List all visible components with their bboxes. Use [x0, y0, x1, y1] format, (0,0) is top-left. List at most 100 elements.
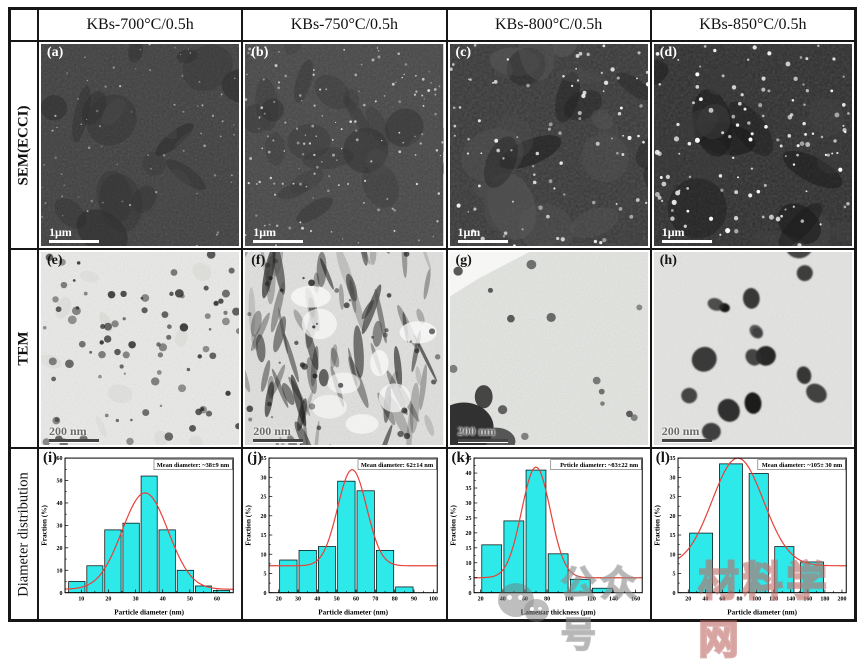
svg-text:50: 50: [57, 479, 63, 485]
svg-text:70: 70: [373, 596, 379, 602]
svg-text:100: 100: [429, 596, 438, 602]
svg-text:40: 40: [57, 501, 63, 507]
sem-panel-a: (a) 1μm: [39, 42, 242, 248]
svg-text:5: 5: [672, 572, 675, 578]
svg-text:20: 20: [477, 596, 483, 602]
svg-text:10: 10: [669, 552, 675, 558]
tem-panel-e: (e) 200 nm: [39, 250, 242, 447]
svg-text:Fraction (%): Fraction (%): [449, 505, 457, 546]
panel-label-c: (c): [455, 45, 472, 60]
scale-bar-g: 200 nm: [457, 425, 508, 442]
figure-root: KBs-700°C/0.5h KBs-750°C/0.5h KBs-800°C/…: [8, 7, 857, 622]
scale-bar-line: [253, 439, 304, 442]
histogram-chart-i: 10 20 30 40 50 60 0 10 20 30 40 50 60 Particle diamet…: [41, 456, 234, 616]
svg-text:80: 80: [544, 596, 550, 602]
svg-text:100: 100: [564, 596, 573, 602]
svg-text:50: 50: [334, 596, 340, 602]
column-header-label: KBs-850°C/0.5h: [699, 16, 807, 33]
svg-text:0: 0: [60, 591, 63, 597]
scale-bar-a: 1μm: [49, 226, 99, 243]
scale-bar-line: [49, 240, 99, 243]
scale-bar-d: 1μm: [661, 226, 712, 243]
svg-text:120: 120: [769, 596, 778, 602]
svg-text:15: 15: [465, 546, 471, 552]
svg-text:20: 20: [669, 514, 675, 520]
sem-panel-c: (c) 1μm: [447, 42, 650, 248]
sem-panel-d: (d) 1μm: [651, 42, 854, 248]
panel-label-i: (i): [43, 450, 58, 466]
tem-panel-f: (f) 200 nm: [243, 250, 446, 447]
svg-text:40: 40: [702, 596, 708, 602]
svg-text:30: 30: [261, 475, 267, 481]
chart-panel-i: (i) 10 20 30 40 50 60 0 10 20 30 40 50 60 Particle di…: [39, 449, 242, 619]
svg-text:120: 120: [586, 596, 595, 602]
svg-text:15: 15: [261, 533, 267, 539]
tem-micrograph-g: [449, 252, 648, 445]
svg-text:30: 30: [669, 475, 675, 481]
svg-text:0: 0: [264, 591, 267, 597]
svg-text:60: 60: [353, 596, 359, 602]
scale-bar-h: 200 nm: [661, 425, 712, 442]
panel-label-g: (g): [455, 253, 472, 268]
scale-bar-c: 1μm: [457, 226, 508, 243]
svg-text:25: 25: [261, 495, 267, 501]
svg-text:40: 40: [465, 471, 471, 477]
scale-bar-line: [253, 240, 304, 243]
svg-text:15: 15: [669, 533, 675, 539]
tem-panel-g: (g) 200 nm: [447, 250, 650, 447]
scale-bar-line: [661, 240, 712, 243]
svg-text:90: 90: [411, 596, 417, 602]
svg-text:35: 35: [261, 456, 267, 462]
scale-bar-b: 1μm: [253, 226, 304, 243]
svg-text:5: 5: [468, 576, 471, 582]
svg-text:100: 100: [752, 596, 761, 602]
histogram-chart-j: 20 30 40 50 60 70 80 90 100 0 5 10 15 20 25 30 35 Particl…: [245, 456, 438, 616]
svg-text:Lamellar thickness (μm): Lamellar thickness (μm): [520, 608, 596, 616]
svg-text:Particle diameter (nm): Particle diameter (nm): [114, 608, 184, 616]
row-label-sem-ecci: SEM(ECCI): [11, 42, 37, 248]
column-header-label: KBs-700°C/0.5h: [86, 16, 194, 33]
tem-panel-h: (h) 200 nm: [651, 250, 854, 447]
scale-bar-line: [49, 439, 99, 442]
svg-text:35: 35: [669, 456, 675, 462]
column-header-label: KBs-750°C/0.5h: [290, 16, 399, 33]
sem-micrograph-b: [245, 44, 444, 246]
panel-label-j: (j): [247, 450, 263, 466]
sem-panel-b: (b) 1μm: [243, 42, 446, 248]
column-header-700: KBs-700°C/0.5h: [39, 10, 242, 40]
svg-text:160: 160: [803, 596, 812, 602]
column-header-750: KBs-750°C/0.5h: [243, 10, 446, 40]
svg-text:20: 20: [465, 531, 471, 537]
svg-text:5: 5: [264, 572, 267, 578]
svg-text:20: 20: [276, 596, 282, 602]
panel-label-a: (a): [47, 45, 64, 60]
panel-label-e: (e): [47, 253, 63, 268]
svg-text:10: 10: [261, 552, 267, 558]
svg-text:50: 50: [187, 596, 193, 602]
svg-text:20: 20: [261, 514, 267, 520]
svg-text:0: 0: [672, 591, 675, 597]
row-label-diameter-distribution: Diameter distribution: [11, 449, 37, 619]
svg-text:20: 20: [57, 546, 63, 552]
row-label-tem: TEM: [11, 250, 37, 447]
svg-text:25: 25: [465, 516, 471, 522]
svg-text:30: 30: [57, 524, 63, 530]
svg-text:25: 25: [669, 495, 675, 501]
svg-text:10: 10: [465, 561, 471, 567]
svg-text:Prticle diameter: ~83±22 nm: Prticle diameter: ~83±22 nm: [560, 462, 639, 469]
svg-text:200: 200: [837, 596, 846, 602]
panel-label-b: (b): [251, 45, 269, 60]
svg-text:Particle diameter (nm): Particle diameter (nm): [727, 608, 797, 616]
tem-micrograph-h: [653, 252, 852, 445]
svg-text:30: 30: [295, 596, 301, 602]
svg-text:80: 80: [392, 596, 398, 602]
svg-text:60: 60: [521, 596, 527, 602]
sem-micrograph-c: [449, 44, 648, 246]
scale-bar-line: [457, 439, 508, 442]
panel-label-h: (h): [659, 253, 677, 268]
svg-text:Fraction (%): Fraction (%): [245, 505, 253, 546]
svg-text:10: 10: [78, 596, 84, 602]
svg-text:40: 40: [160, 596, 166, 602]
tem-micrograph-e: [41, 252, 240, 445]
scale-bar-line: [457, 240, 508, 243]
